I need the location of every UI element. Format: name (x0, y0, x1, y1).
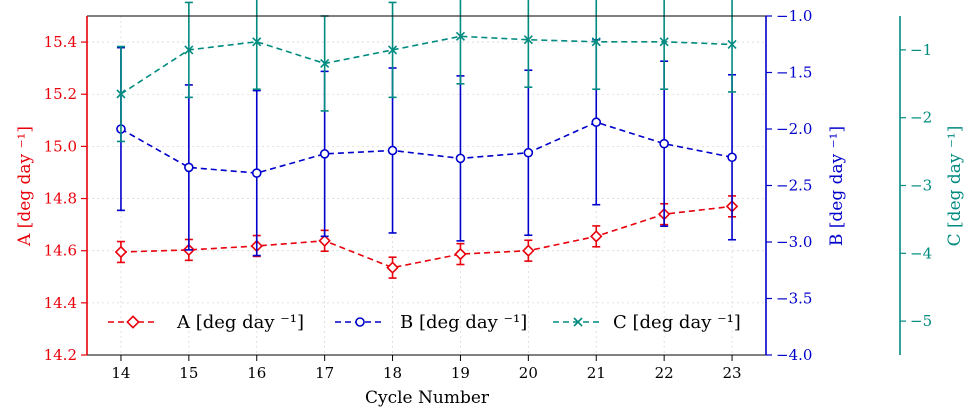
y-tick-label-b-4: −2.0 (776, 120, 812, 138)
x-tick-label-9: 23 (723, 364, 742, 382)
series-a-point-7 (590, 230, 603, 243)
series-c-point-0 (116, 89, 126, 99)
x-tick-label-6: 20 (519, 364, 538, 382)
y-tick-label-b-5: −1.5 (776, 64, 812, 82)
series-a-point-5 (454, 247, 467, 261)
series-b-point-8 (659, 138, 669, 149)
y-tick-label-c-4: −1 (910, 41, 932, 59)
x-tick-label-7: 21 (587, 364, 606, 382)
series-b-point-7 (591, 117, 602, 128)
series-a-point-0 (114, 245, 128, 259)
series-a-line (120, 205, 733, 269)
legend-c-marker (573, 317, 583, 327)
series-c-point-8 (659, 37, 669, 47)
series-a-point-3 (318, 234, 331, 248)
series-c-line (120, 35, 733, 95)
series-b-point-2 (251, 168, 262, 178)
series-c-point-4 (387, 45, 398, 55)
y-axis-b-title: B [deg day ⁻¹] (827, 126, 847, 246)
series-b-point-1 (184, 162, 194, 173)
series-a-point-6 (522, 244, 535, 257)
y-axis-c-title: C [deg day ⁻¹] (945, 126, 965, 247)
y-tick-label-c-1: −4 (910, 244, 932, 262)
x-tick-label-4: 18 (383, 364, 402, 382)
y-axis-a-title: A [deg day ⁻¹] (15, 126, 35, 247)
y-tick-label-a-4: 15.0 (44, 137, 77, 155)
y-tick-label-c-3: −2 (910, 109, 932, 127)
series-c-point-2 (252, 37, 262, 47)
y-tick-label-c-0: −5 (910, 312, 932, 330)
legend-item-c: C [deg day ⁻¹] (553, 312, 741, 333)
series-c-point-6 (523, 35, 533, 45)
y-tick-label-a-3: 14.8 (44, 190, 77, 208)
legend-b-label: B [deg day ⁻¹] (400, 312, 527, 333)
x-tick-label-2: 16 (247, 364, 266, 382)
series-b-line (120, 121, 733, 174)
series-b-point-9 (727, 152, 737, 163)
y-tick-label-b-3: −2.5 (776, 177, 812, 195)
legend-c-label: C [deg day ⁻¹] (613, 312, 741, 333)
y-tick-label-a-1: 14.4 (44, 294, 77, 312)
series-b-point-3 (319, 149, 330, 159)
series-c-point-9 (727, 39, 737, 50)
series-b-point-4 (387, 145, 398, 156)
y-tick-label-c-2: −3 (910, 177, 932, 195)
y-tick-label-b-6: −1.0 (776, 7, 812, 25)
y-tick-label-a-0: 14.2 (44, 346, 77, 364)
series-c-point-7 (591, 37, 601, 47)
legend-item-b: B [deg day ⁻¹] (335, 312, 527, 333)
series-b-point-5 (455, 153, 466, 164)
series-c-point-1 (184, 45, 194, 55)
legend-a-marker (126, 315, 140, 329)
x-tick-label-1: 15 (179, 364, 198, 382)
series-c-point-3 (320, 58, 330, 69)
series-layer (114, 0, 739, 279)
x-tick-label-8: 22 (655, 364, 674, 382)
y-tick-label-a-6: 15.4 (44, 33, 77, 51)
y-tick-label-a-2: 14.6 (44, 242, 77, 260)
axes-layer: 14 15 16 17 18 19 20 21 22 23 14.2 14.4 14.6 14.8 15.0… (44, 7, 933, 382)
series-b-point-6 (523, 147, 534, 158)
y-tick-label-a-5: 15.2 (44, 85, 77, 103)
series-a-point-4 (386, 261, 399, 274)
legend: A [deg day ⁻¹] B [deg day ⁻¹] C [deg day… (108, 312, 741, 333)
legend-item-a: A [deg day ⁻¹] (108, 312, 304, 333)
legend-a-label: A [deg day ⁻¹] (176, 312, 304, 333)
y-tick-label-b-0: −4.0 (776, 346, 812, 364)
x-tick-label-3: 17 (315, 364, 334, 382)
x-tick-label-0: 14 (111, 364, 130, 382)
x-tick-label-5: 19 (451, 364, 470, 382)
series-c-point-5 (455, 31, 466, 41)
legend-b-marker (355, 317, 365, 327)
x-axis-title: Cycle Number (365, 388, 490, 408)
y-tick-label-b-1: −3.5 (776, 290, 812, 308)
y-tick-label-b-2: −3.0 (776, 233, 812, 251)
